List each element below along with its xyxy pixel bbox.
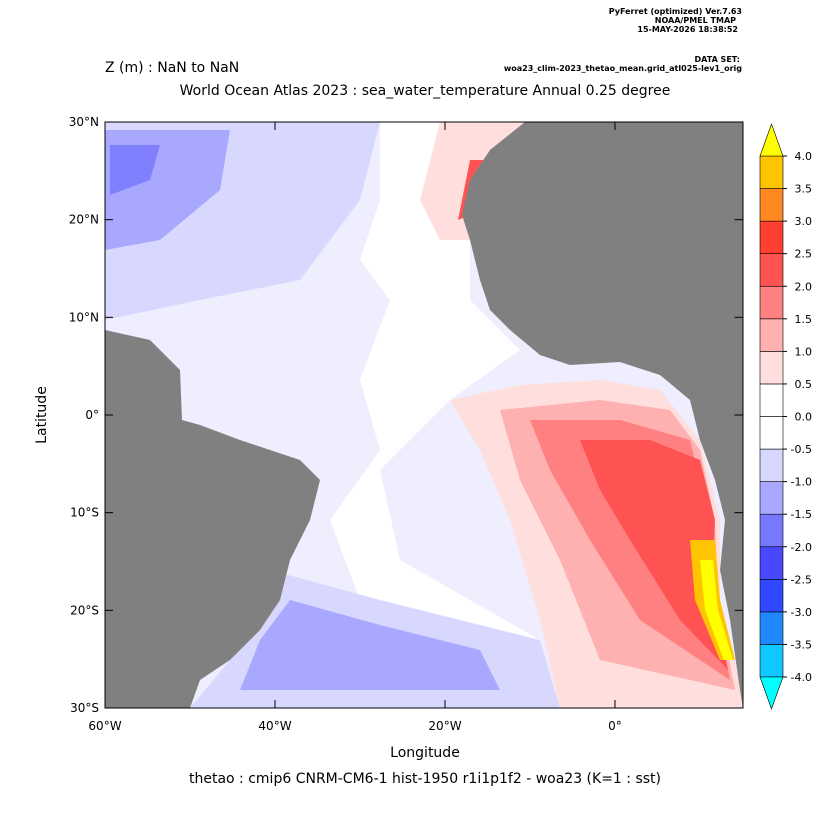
colorbar-label: 3.0 — [795, 215, 813, 228]
colorbar-bin — [759, 188, 784, 222]
colorbar-label: 1.5 — [795, 313, 813, 326]
colorbar-label: -4.0 — [791, 671, 812, 684]
colorbar-label: 3.5 — [795, 183, 813, 196]
colorbar-bin — [759, 481, 784, 515]
colorbar-bin — [759, 416, 784, 450]
caption: thetao : cmip6 CNRM-CM6-1 hist-1950 r1i1… — [189, 771, 661, 787]
colorbar-label: 1.0 — [795, 345, 813, 358]
colorbar-label: -2.0 — [791, 541, 812, 554]
chart-title: World Ocean Atlas 2023 : sea_water_tempe… — [180, 83, 671, 99]
y-tick-label: 10°S — [70, 506, 99, 520]
colorbar-label: 2.5 — [795, 248, 813, 261]
colorbar-label: -3.5 — [791, 638, 812, 651]
colorbar-label: 0.5 — [795, 378, 813, 391]
land-africa — [462, 122, 743, 708]
colorbar-bin — [759, 155, 784, 189]
colorbar-label: 4.0 — [795, 150, 813, 163]
colorbar-label: 2.0 — [795, 280, 813, 293]
dataset-label: DATA SET: — [695, 55, 740, 64]
colorbar-label: -0.5 — [791, 443, 812, 456]
y-tick-label: 20°S — [70, 603, 99, 617]
x-axis-label: Longitude — [390, 745, 460, 761]
y-axis-label: Latitude — [34, 386, 50, 444]
colorbar-label: -2.5 — [791, 573, 812, 586]
organization: NOAA/PMEL TMAP — [655, 16, 736, 25]
colorbar-label: -3.0 — [791, 606, 812, 619]
x-tick-label: 20°W — [428, 719, 461, 733]
colorbar-over — [759, 123, 784, 157]
y-tick-label: 10°N — [69, 310, 99, 324]
y-tick-label: 30°N — [69, 115, 99, 129]
timestamp: 15-MAY-2026 18:38:52 — [637, 25, 738, 34]
software: PyFerret (optimized) Ver.7.63 — [609, 7, 742, 16]
y-tick-label: 20°N — [69, 213, 99, 227]
colorbar-bin — [759, 644, 784, 678]
colorbar-under — [759, 676, 784, 710]
y-tick-label: 0° — [85, 408, 99, 422]
colorbar-label: 0.0 — [795, 411, 813, 424]
colorbar-bin — [759, 318, 784, 352]
colorbar-bin — [759, 448, 784, 482]
colorbar-bin — [759, 611, 784, 645]
x-tick-label: 60°W — [88, 719, 121, 733]
colorbar-bin — [759, 579, 784, 613]
colorbar-bin — [759, 253, 784, 287]
y-tick-label: 30°S — [70, 701, 99, 715]
x-tick-label: 0° — [608, 719, 622, 733]
colorbar-bin — [759, 220, 784, 254]
colorbar-bin — [759, 285, 784, 320]
subtitle: Z (m) : NaN to NaN — [105, 60, 239, 76]
colorbar-label: -1.5 — [791, 508, 812, 521]
map-field — [105, 122, 743, 708]
x-tick-label: 40°W — [258, 719, 291, 733]
colorbar-bin — [759, 351, 784, 385]
colorbar-bin — [759, 513, 784, 548]
colorbar-label: -1.0 — [791, 476, 812, 489]
land-south-america — [105, 330, 320, 708]
dataset: woa23_clim-2023_thetao_mean.grid_atl025-… — [504, 64, 742, 73]
colorbar-bin — [759, 546, 784, 580]
colorbar-bin — [759, 383, 784, 417]
